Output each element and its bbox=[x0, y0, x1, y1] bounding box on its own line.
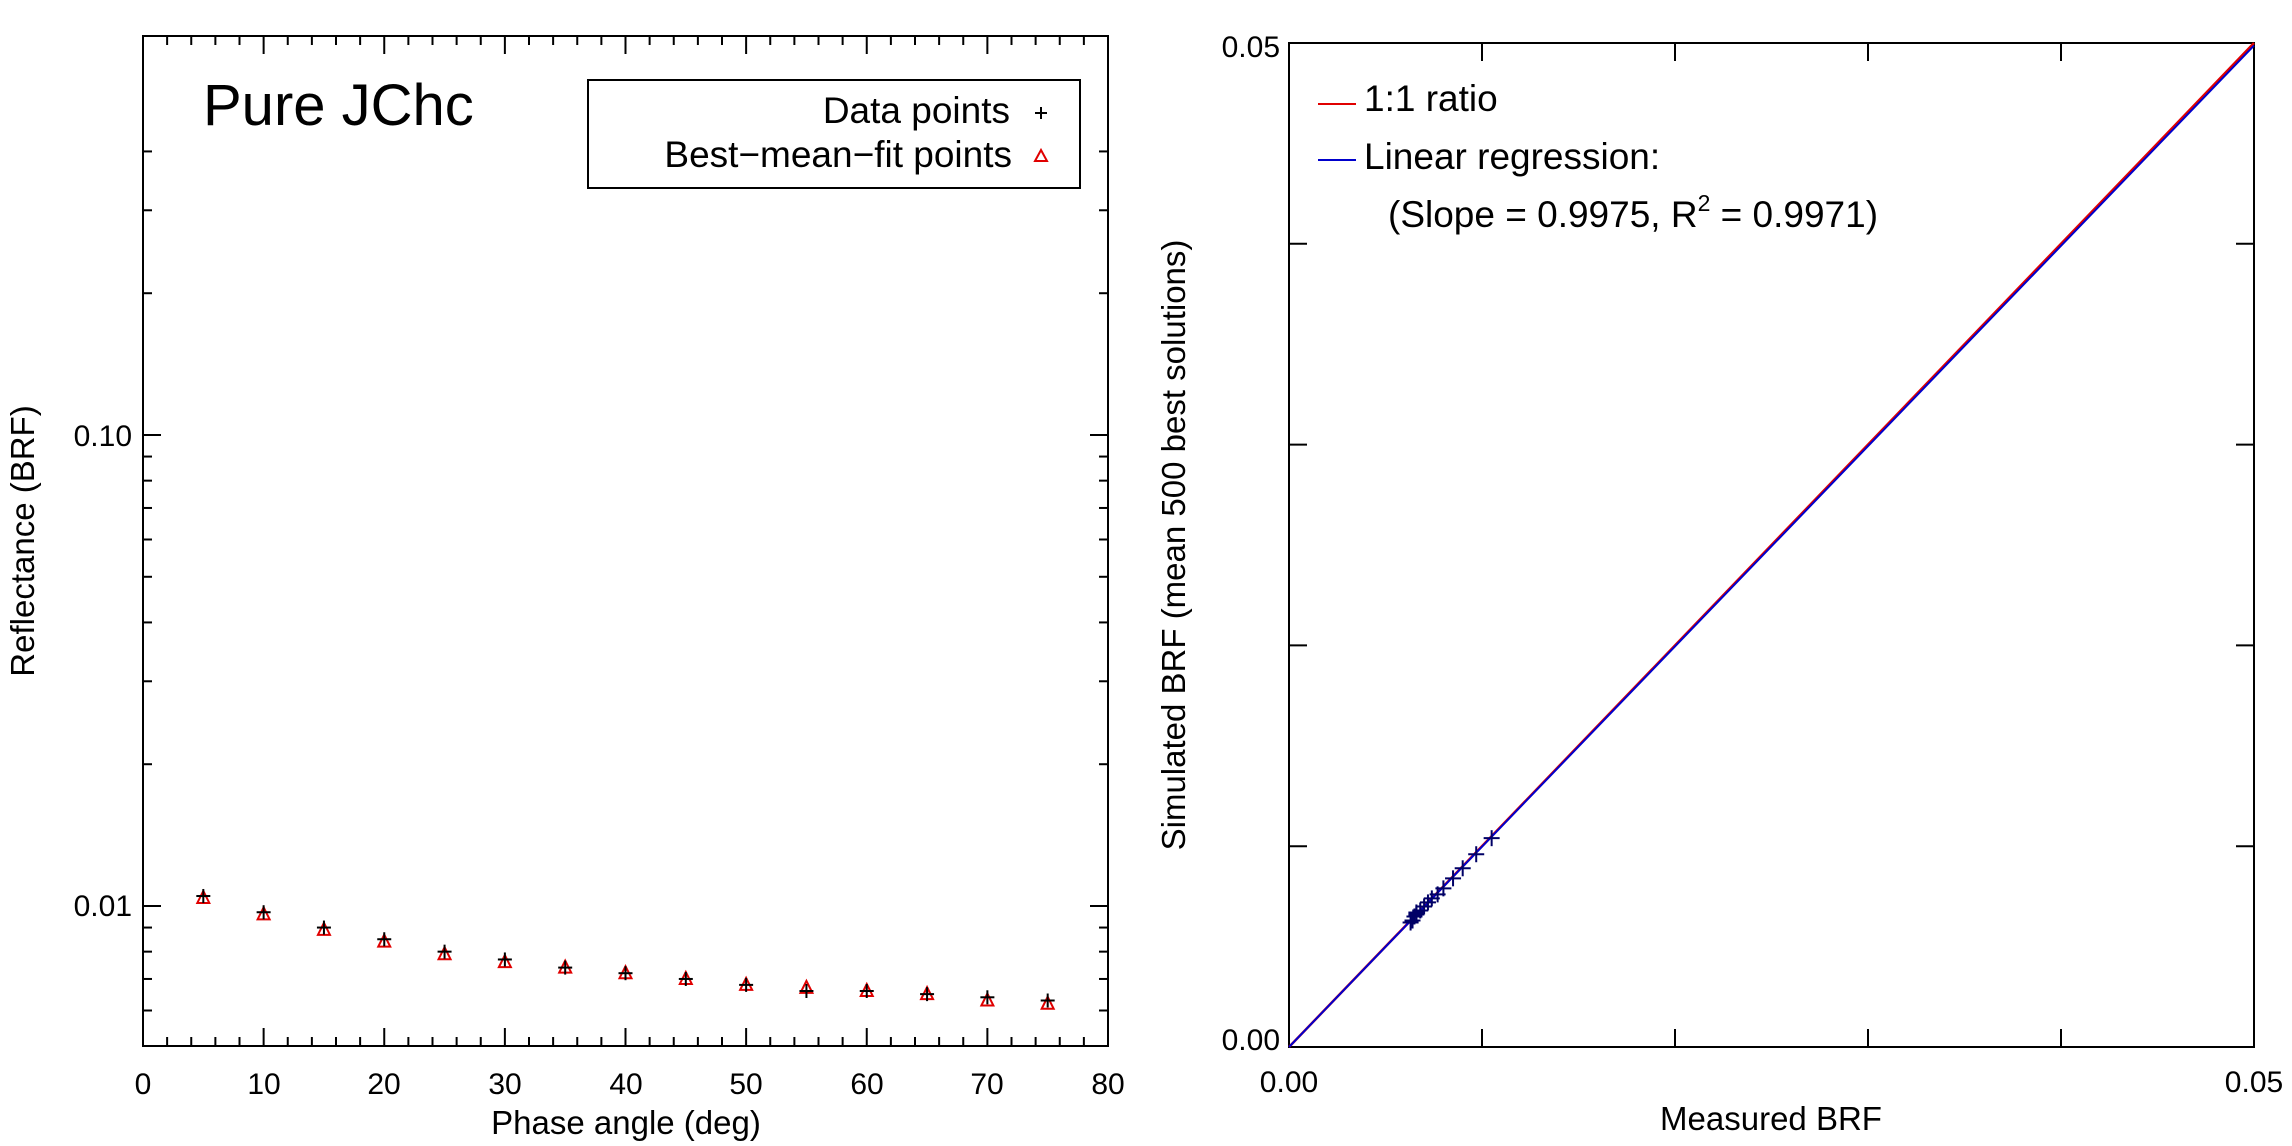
best-fit-triangle-point bbox=[497, 952, 513, 969]
data-plus-point bbox=[497, 952, 512, 967]
best-fit-triangle-point bbox=[316, 920, 332, 936]
left-data-points bbox=[195, 888, 1056, 1010]
data-plus-point bbox=[799, 983, 814, 998]
measured-vs-simulated-point bbox=[1445, 870, 1462, 887]
data-plus-point bbox=[316, 920, 331, 935]
best-fit-triangle-point bbox=[256, 905, 272, 921]
left-x-axis-label: Phase angle (deg) bbox=[491, 1104, 761, 1141]
data-plus-point bbox=[377, 932, 392, 947]
left-x-tick-label: 60 bbox=[850, 1068, 883, 1101]
legend-label-linear-regression: Linear regression: bbox=[1364, 136, 1660, 177]
left-y-axis-label: Reflectance (BRF) bbox=[4, 405, 41, 676]
data-plus-point bbox=[920, 987, 935, 1002]
right-y-axis-label: Simulated BRF (mean 500 best solutions) bbox=[1155, 240, 1192, 851]
data-plus-point bbox=[196, 889, 211, 904]
regression-stats-suffix: = 0.9971) bbox=[1710, 194, 1878, 235]
left-x-tick-label: 80 bbox=[1091, 1068, 1124, 1101]
measured-vs-simulated-point bbox=[1402, 914, 1419, 931]
data-plus-point bbox=[1040, 993, 1055, 1008]
left-x-tick-label: 50 bbox=[729, 1068, 762, 1101]
regression-stats-prefix: (Slope = 0.9975, R bbox=[1388, 194, 1698, 235]
regression-stats: (Slope = 0.9975, R2 = 0.9971) bbox=[1388, 190, 1878, 235]
data-plus-point bbox=[739, 977, 754, 992]
best-fit-triangle-point bbox=[979, 991, 995, 1007]
left-chart: 0 10 20 30 40 50 60 70 80 0.01 0.10 Phas… bbox=[4, 35, 1125, 1141]
data-plus-point bbox=[437, 944, 452, 959]
data-plus-point bbox=[859, 983, 874, 998]
data-plus-point bbox=[256, 905, 271, 920]
left-x-tick-label: 10 bbox=[247, 1068, 280, 1101]
measured-vs-simulated-point bbox=[1423, 890, 1440, 907]
left-y-tick-label: 0.10 bbox=[74, 420, 132, 453]
left-x-tick-label: 70 bbox=[970, 1068, 1003, 1101]
left-x-tick-label: 20 bbox=[367, 1068, 400, 1101]
right-ticks bbox=[1289, 43, 2254, 1047]
left-minor-ticks bbox=[143, 36, 1108, 1046]
best-fit-triangle-point bbox=[376, 932, 392, 948]
right-y-tick-label: 0.05 bbox=[1222, 31, 1280, 64]
legend-label-one-to-one: 1:1 ratio bbox=[1364, 78, 1498, 119]
measured-vs-simulated-point bbox=[1468, 846, 1485, 863]
data-plus-point bbox=[558, 960, 573, 975]
measured-vs-simulated-point bbox=[1483, 830, 1500, 847]
right-y-tick-label: 0.00 bbox=[1222, 1024, 1280, 1057]
left-x-tick-label: 30 bbox=[488, 1068, 521, 1101]
data-plus-point bbox=[678, 971, 693, 986]
right-x-tick-label: 0.05 bbox=[2225, 1066, 2283, 1099]
legend-plus-marker bbox=[1035, 107, 1047, 119]
left-x-tick-label: 40 bbox=[609, 1068, 642, 1101]
r-squared-superscript: 2 bbox=[1698, 190, 1711, 216]
right-x-axis-label: Measured BRF bbox=[1660, 1100, 1882, 1137]
measured-vs-simulated-point bbox=[1419, 894, 1436, 911]
left-y-tick-label: 0.01 bbox=[74, 890, 132, 923]
left-legend-box bbox=[587, 79, 1081, 189]
best-fit-triangle-point bbox=[1040, 994, 1056, 1010]
right-x-tick-label: 0.00 bbox=[1260, 1066, 1318, 1099]
data-plus-point bbox=[980, 990, 995, 1005]
left-x-tick-label: 0 bbox=[135, 1068, 152, 1101]
measured-vs-simulated-point bbox=[1454, 860, 1471, 877]
right-chart: 0.00 0.05 0.00 0.05 Measured BRF Simulat… bbox=[1155, 31, 2283, 1137]
right-data-points bbox=[1402, 830, 1500, 931]
best-fit-triangle-point bbox=[436, 944, 453, 961]
legend-label-best-fit-points: Best−mean−fit points bbox=[664, 134, 1012, 175]
legend-label-data-points: Data points bbox=[823, 90, 1010, 131]
measured-vs-simulated-point bbox=[1404, 912, 1421, 929]
left-major-ticks bbox=[142, 36, 1109, 1046]
legend-triangle-marker bbox=[1033, 147, 1049, 162]
left-legend: Data points Best−mean−fit points bbox=[587, 79, 1081, 189]
right-legend: 1:1 ratio Linear regression: (Slope = 0.… bbox=[1318, 78, 1878, 235]
regression-line bbox=[1288, 44, 2255, 1048]
left-chart-title: Pure JChc bbox=[203, 73, 474, 138]
right-plot-frame bbox=[1288, 42, 2255, 1048]
data-plus-point bbox=[618, 966, 633, 981]
